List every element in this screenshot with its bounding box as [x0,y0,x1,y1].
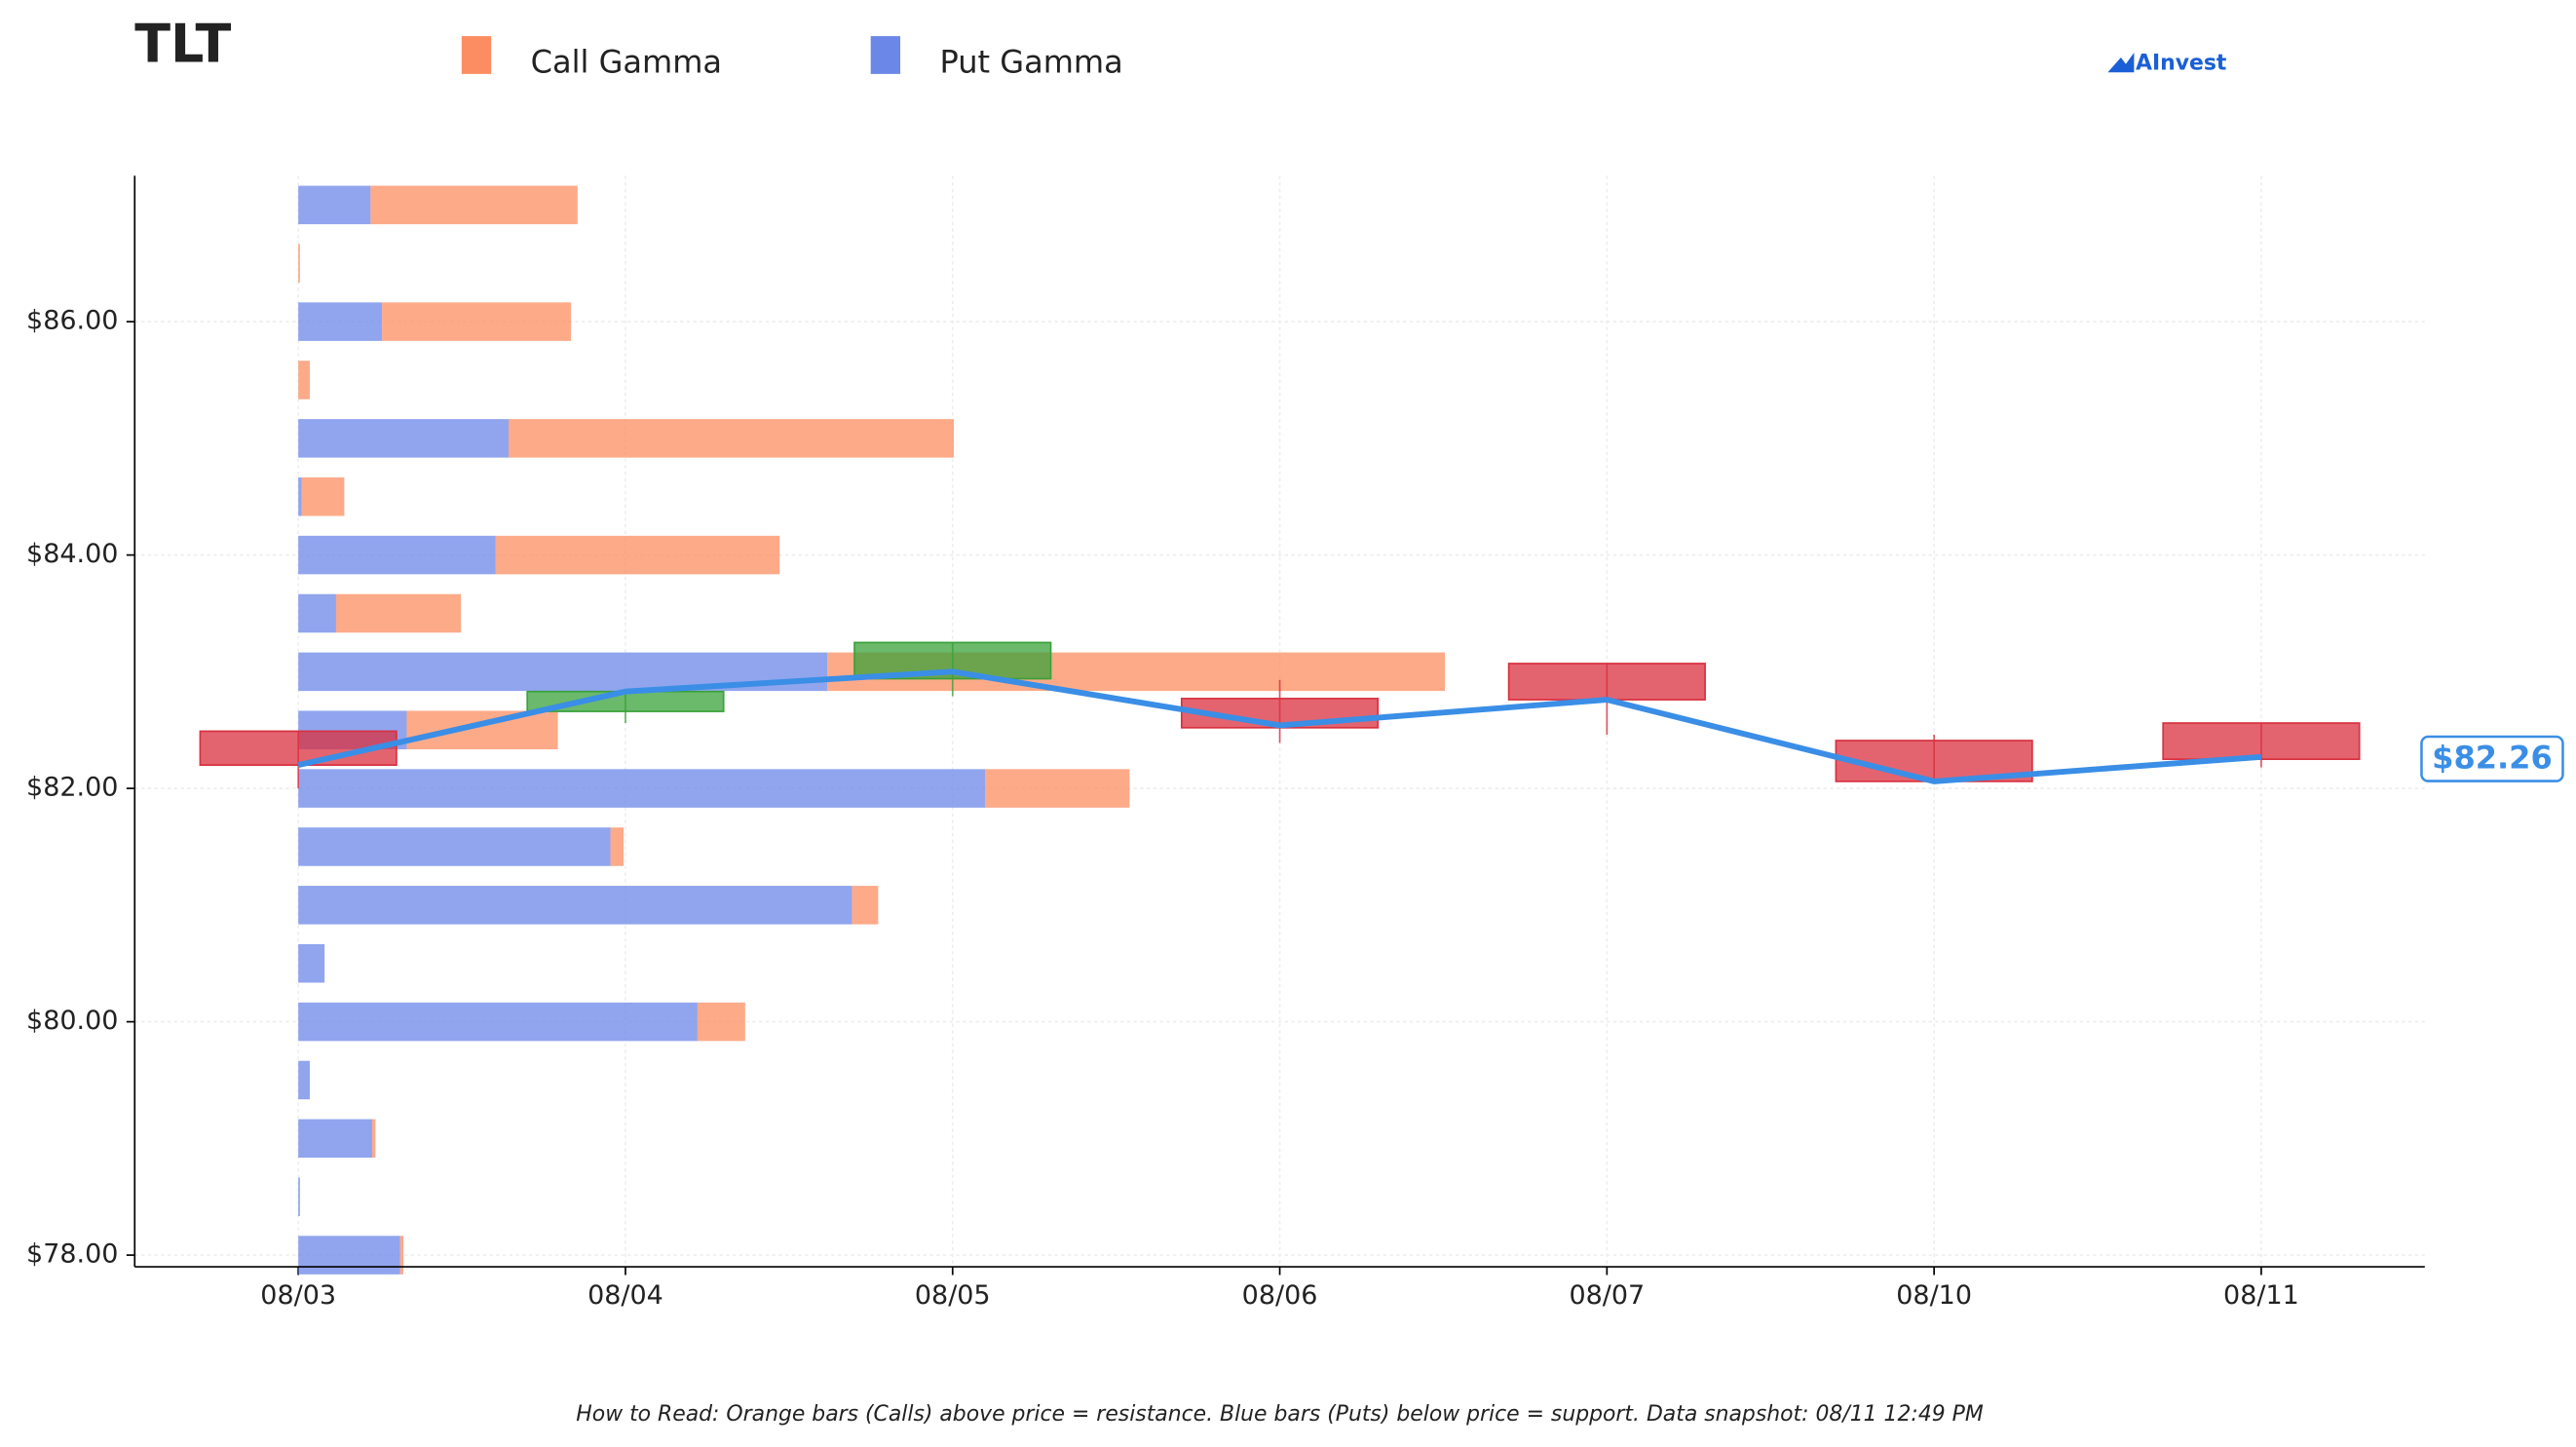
x-tick-label: 08/10 [1896,1280,1972,1311]
gamma-bar [298,943,325,983]
price-line [297,668,2262,784]
gamma-bar [406,710,558,749]
legend-label: Put Gamma [940,44,1123,81]
y-tick-label: $80.00 [26,1006,118,1036]
gamma-bar [298,361,310,400]
x-tick-label: 08/04 [587,1280,663,1311]
gamma-bar [298,244,300,283]
candle-body [2162,722,2361,761]
footnote: How to Read: Orange bars (Calls) above p… [576,1402,1984,1427]
gamma-bar [298,419,509,458]
legend-label: Call Gamma [531,44,722,81]
legend-swatch [870,36,901,74]
gamma-bar [298,593,336,633]
candle-body [1507,663,1706,701]
gamma-bar [298,476,302,516]
plot-root: TLT AInvest How to Read: Orange bars (Ca… [26,14,2564,1427]
x-tick-label: 08/06 [1242,1280,1318,1311]
gamma-bar [298,769,985,808]
gamma-bar [852,886,879,925]
gamma-bar [382,302,572,341]
gamma-bar [298,185,371,225]
gamma-bar [298,1060,310,1100]
gamma-bar [298,535,496,575]
gamma-bar [370,185,578,225]
gamma-bar [697,1002,745,1042]
brand-icon [2107,52,2135,73]
gamma-bar [495,535,780,575]
y-tick-label: $82.00 [26,773,118,803]
y-tick-label: $86.00 [26,306,118,336]
chart-title: TLT [134,14,231,75]
y-tick-label: $84.00 [26,539,118,569]
x-tick-label: 08/11 [2223,1280,2299,1311]
gamma-bar [301,476,345,516]
gamma-bar [508,419,954,458]
gamma-bar [399,1236,404,1275]
gamma-bar [298,1177,300,1216]
candle-body [199,730,398,766]
x-tick-label: 08/07 [1569,1280,1645,1311]
x-tick-label: 08/03 [260,1280,336,1311]
gamma-bar [335,593,462,633]
gamma-bar [610,827,625,866]
gamma-bar [298,1119,373,1159]
gamma-bar [372,1119,376,1159]
brand-logo: AInvest [2136,52,2226,76]
gamma-bar [298,1236,400,1275]
gamma-bar [298,886,852,925]
x-tick-label: 08/05 [915,1280,991,1311]
y-tick-label: $78.00 [26,1239,118,1270]
gamma-bar [298,302,383,341]
last-price-box [2420,735,2564,782]
gamma-bar [298,1002,698,1042]
legend-swatch [461,36,492,74]
gamma-bar [298,827,611,866]
last-price-label: $82.26 [2432,740,2553,777]
gamma-bar [984,769,1130,808]
